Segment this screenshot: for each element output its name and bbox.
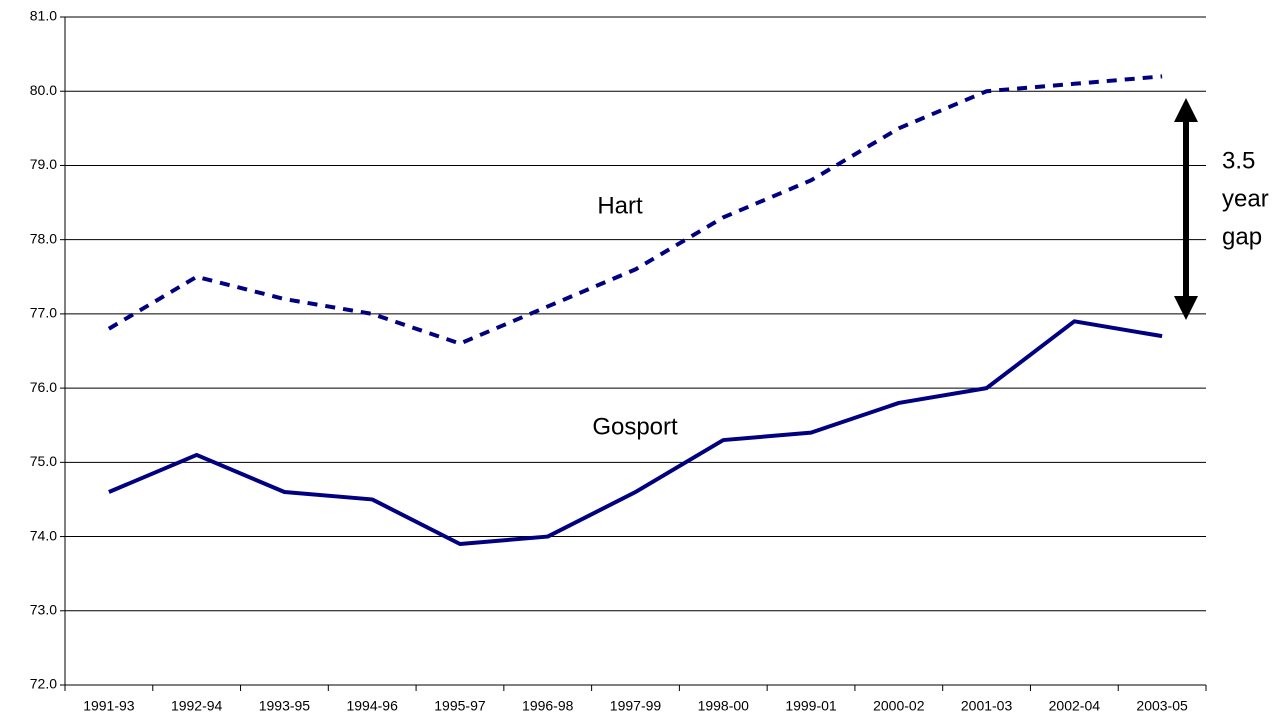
x-tick-label: 1997-99 [610,698,662,714]
y-tick-label: 72.0 [30,676,57,692]
annotation: 3.5 [1222,147,1255,174]
series-line [107,74,1163,346]
y-tick-label: 77.0 [30,305,57,321]
x-tick-label: 1995-97 [434,698,486,714]
x-tick-label: 2000-02 [873,698,925,714]
annotation: year [1222,185,1269,212]
y-tick-label: 76.0 [30,379,57,395]
x-tick-label: 1998-00 [698,698,750,714]
annotation: gap [1222,223,1262,250]
y-tick-label: 75.0 [30,453,57,469]
x-tick-label: 1994-96 [346,698,398,714]
series-label: Hart [597,192,643,219]
y-tick-label: 79.0 [30,156,57,172]
x-tick-label: 1992-94 [171,698,223,714]
x-tick-label: 2003-05 [1136,698,1188,714]
series-label: Gosport [592,413,678,440]
x-tick-label: 2001-03 [961,698,1013,714]
y-tick-label: 74.0 [30,527,57,543]
x-tick-label: 2002-04 [1049,698,1101,714]
x-tick-label: 1999-01 [785,698,837,714]
x-tick-label: 1996-98 [522,698,574,714]
y-tick-label: 80.0 [30,82,57,98]
series-line [108,319,1163,546]
x-tick-label: 1993-95 [259,698,311,714]
y-tick-label: 81.0 [30,8,57,24]
x-tick-label: 1991-93 [83,698,135,714]
y-tick-label: 73.0 [30,601,57,617]
y-tick-label: 78.0 [30,230,57,246]
